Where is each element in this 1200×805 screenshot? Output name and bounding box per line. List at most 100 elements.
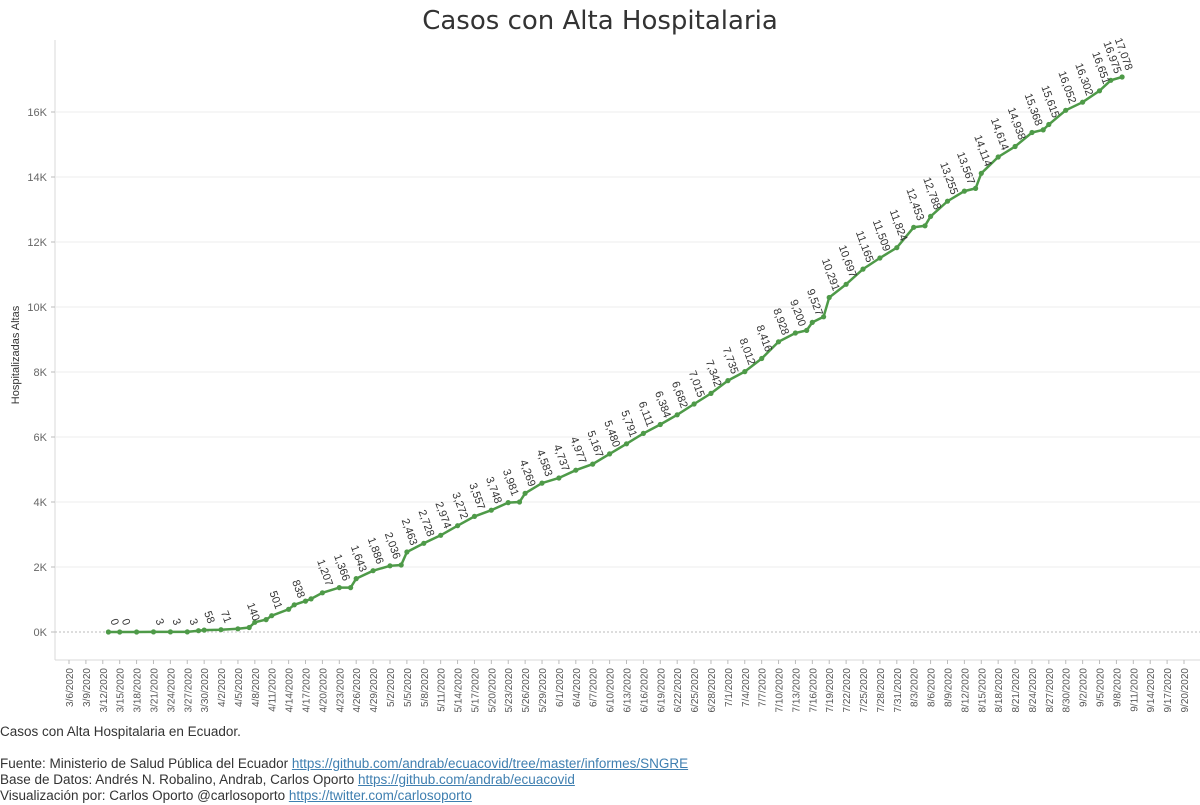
footer-source-link[interactable]: https://github.com/andrab/ecuacovid/tree… bbox=[291, 756, 689, 771]
x-tick-label: 9/8/2020 bbox=[1112, 668, 1123, 707]
data-point bbox=[995, 154, 1001, 160]
x-tick-label: 5/5/2020 bbox=[403, 668, 414, 707]
x-tick-label: 7/31/2020 bbox=[893, 668, 904, 713]
y-tick-label: 2K bbox=[34, 562, 48, 574]
y-tick-label: 8K bbox=[34, 367, 48, 379]
data-label: 5,480 bbox=[601, 419, 622, 449]
x-tick-label: 4/2/2020 bbox=[217, 668, 228, 707]
data-point bbox=[775, 339, 782, 345]
x-tick-label: 6/28/2020 bbox=[707, 668, 718, 713]
x-tick-label: 8/21/2020 bbox=[1011, 668, 1022, 713]
x-axis: 3/6/2020 3/9/2020 3/12/2020 3/15/2020 3/18/2… bbox=[65, 660, 1191, 713]
data-label: 8,416 bbox=[753, 324, 774, 354]
x-tick-label: 9/5/2020 bbox=[1096, 668, 1107, 707]
data-point bbox=[792, 330, 799, 336]
data-point bbox=[973, 185, 979, 191]
data-label: 10,697 bbox=[836, 244, 859, 280]
x-tick-label: 9/11/2020 bbox=[1129, 668, 1140, 712]
data-label: 838 bbox=[289, 578, 307, 599]
data-label: 13,255 bbox=[937, 160, 960, 196]
data-label: 16,052 bbox=[1055, 70, 1078, 106]
data-point bbox=[336, 585, 342, 591]
data-label: 3,272 bbox=[449, 491, 470, 521]
x-tick-label: 6/19/2020 bbox=[656, 668, 667, 713]
data-point bbox=[269, 613, 275, 619]
series-line bbox=[108, 75, 1123, 634]
data-point bbox=[573, 467, 579, 473]
x-tick-label: 8/27/2020 bbox=[1045, 668, 1056, 713]
footer-database-link[interactable]: https://github.com/andrab/ecuacovid bbox=[357, 772, 575, 787]
x-tick-label: 4/11/2020 bbox=[268, 668, 279, 712]
y-tick-label: 6K bbox=[34, 432, 48, 444]
data-point bbox=[590, 461, 596, 467]
x-tick-label: 7/4/2020 bbox=[741, 668, 752, 707]
data-point bbox=[1040, 127, 1046, 133]
data-label: 8,012 bbox=[737, 337, 758, 367]
x-tick-label: 3/18/2020 bbox=[133, 668, 144, 713]
x-tick-label: 8/30/2020 bbox=[1062, 668, 1073, 713]
data-point bbox=[319, 590, 325, 596]
data-point bbox=[348, 585, 354, 591]
footer-source-line: Fuente: Ministerio de Salud Pública del … bbox=[0, 756, 1200, 772]
data-point bbox=[117, 629, 123, 635]
y-tick-label: 0K bbox=[34, 627, 48, 639]
data-point bbox=[742, 369, 748, 375]
x-tick-label: 7/10/2020 bbox=[775, 668, 786, 713]
x-tick-label: 4/29/2020 bbox=[369, 668, 380, 713]
x-tick-label: 4/17/2020 bbox=[302, 668, 313, 713]
data-point bbox=[286, 606, 292, 612]
data-point bbox=[235, 626, 241, 632]
data-label: 6,682 bbox=[669, 380, 690, 410]
x-tick-label: 8/18/2020 bbox=[994, 668, 1005, 713]
data-label: 5,167 bbox=[584, 429, 605, 459]
data-point bbox=[387, 563, 393, 569]
x-tick-label: 9/17/2020 bbox=[1163, 668, 1174, 713]
data-point bbox=[201, 627, 207, 633]
data-point bbox=[263, 617, 269, 623]
x-tick-label: 3/24/2020 bbox=[166, 668, 177, 713]
data-point bbox=[505, 500, 511, 506]
data-point bbox=[809, 319, 815, 325]
x-tick-label: 9/14/2020 bbox=[1146, 668, 1157, 713]
x-tick-label: 8/3/2020 bbox=[910, 668, 921, 707]
data-point bbox=[471, 513, 478, 520]
data-label: 58 bbox=[201, 610, 216, 626]
y-tick-label: 12K bbox=[27, 237, 47, 249]
data-label: 14,938 bbox=[1005, 106, 1028, 142]
data-label: 3 bbox=[169, 617, 182, 627]
chart-title: Casos con Alta Hospitalaria bbox=[422, 6, 778, 36]
x-tick-label: 7/16/2020 bbox=[808, 668, 819, 713]
data-point bbox=[657, 421, 663, 428]
data-point bbox=[1029, 129, 1035, 136]
x-tick-label: 5/26/2020 bbox=[521, 668, 532, 713]
data-label: 11,824 bbox=[887, 208, 910, 243]
data-point bbox=[911, 224, 917, 230]
x-tick-label: 4/20/2020 bbox=[318, 668, 329, 713]
data-label: 3 bbox=[186, 617, 199, 627]
data-labels: 00 3 3 3 58 71 1405018381,2071,3661,6431,8862,… bbox=[107, 36, 1134, 627]
data-point bbox=[134, 629, 140, 635]
x-tick-label: 7/19/2020 bbox=[825, 668, 836, 713]
x-tick-label: 3/12/2020 bbox=[99, 668, 110, 713]
x-tick-label: 7/7/2020 bbox=[758, 668, 769, 707]
data-label: 7,015 bbox=[686, 369, 707, 399]
data-label: 9,200 bbox=[787, 298, 808, 328]
x-tick-label: 6/4/2020 bbox=[572, 668, 583, 707]
data-label: 2,974 bbox=[432, 500, 453, 530]
data-point bbox=[421, 540, 427, 546]
footer-viz-link[interactable]: https://twitter.com/carlosoporto bbox=[288, 788, 472, 803]
x-tick-label: 5/29/2020 bbox=[538, 668, 549, 713]
data-point bbox=[1108, 77, 1114, 83]
data-label: 1,886 bbox=[365, 536, 386, 566]
x-tick-label: 3/30/2020 bbox=[200, 668, 211, 713]
data-point bbox=[978, 170, 984, 176]
x-tick-label: 7/25/2020 bbox=[859, 668, 870, 713]
data-point bbox=[1012, 143, 1018, 150]
data-point bbox=[522, 490, 528, 496]
x-tick-label: 4/8/2020 bbox=[251, 668, 262, 707]
data-label: 71 bbox=[218, 609, 233, 625]
x-tick-label: 3/21/2020 bbox=[149, 668, 160, 713]
x-tick-label: 7/13/2020 bbox=[791, 668, 802, 713]
data-label: 4,583 bbox=[534, 448, 555, 478]
data-point bbox=[150, 629, 157, 635]
